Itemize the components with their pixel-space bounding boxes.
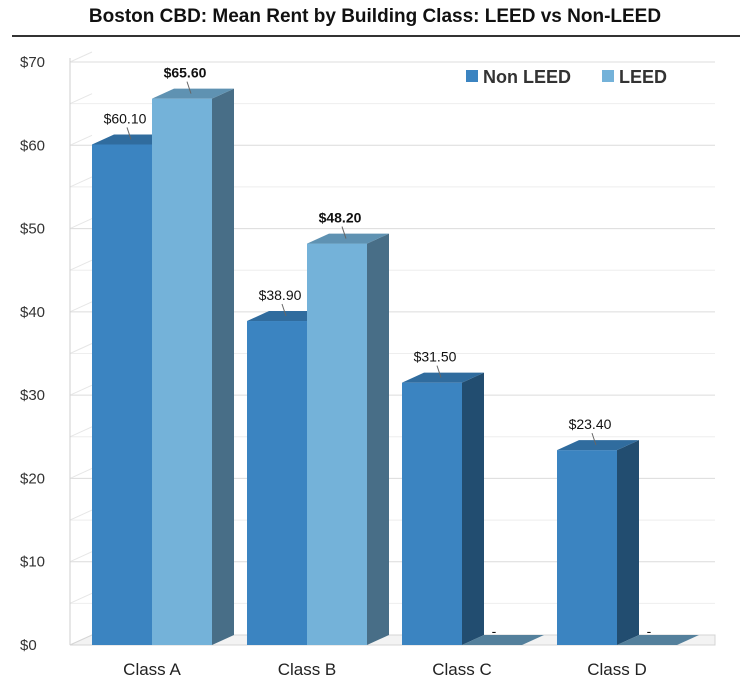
chart-title: Boston CBD: Mean Rent by Building Class:… — [88, 6, 662, 27]
bar-non-leed — [247, 321, 307, 645]
bars — [92, 88, 699, 646]
x-tick-label: Class B — [278, 660, 337, 679]
bar-non-leed — [557, 450, 617, 645]
label-leader — [126, 127, 132, 140]
gridline-depth — [69, 426, 93, 438]
bar-side — [212, 88, 234, 646]
bar-side — [462, 372, 484, 645]
legend-swatch — [602, 70, 614, 82]
y-tick-label: $70 — [20, 54, 45, 71]
label-leader — [591, 432, 597, 446]
label-leader — [186, 81, 192, 94]
legend: Non LEED LEED — [466, 67, 667, 87]
y-axis: $0 $10 $20 $30 $40 $50 $60 $70 — [20, 54, 716, 654]
data-label: - — [647, 623, 652, 639]
bar-leed — [307, 243, 367, 645]
gridline-depth — [69, 218, 93, 230]
gridline-depth — [69, 509, 93, 521]
legend-swatch — [466, 70, 478, 82]
bar-zero — [462, 635, 544, 645]
y-tick-label: $0 — [20, 637, 37, 654]
x-tick-label: Class A — [123, 660, 181, 679]
data-label: $48.20 — [319, 210, 362, 226]
data-label: $23.40 — [569, 416, 612, 432]
bar-leed — [152, 98, 212, 646]
data-labels: $60.10 $65.60 $38.90 $48.20 $31.50 - $23.40 - — [104, 65, 652, 639]
gridline-depth — [69, 551, 93, 563]
bar-zero — [617, 635, 699, 645]
data-label: $38.90 — [259, 287, 302, 303]
y-tick-label: $30 — [20, 387, 45, 404]
gridline-depth — [69, 93, 93, 105]
bar-top — [152, 88, 234, 99]
y-tick-label: $20 — [20, 470, 45, 487]
label-leader — [281, 303, 287, 317]
gridline-depth — [69, 259, 93, 271]
data-label: $31.50 — [414, 349, 457, 365]
bar-top — [557, 440, 639, 451]
legend-label: LEED — [619, 67, 667, 87]
data-label: $65.60 — [164, 65, 207, 81]
label-leader — [341, 226, 347, 239]
x-tick-label: Class D — [587, 660, 647, 679]
bar-top — [402, 372, 484, 383]
y-tick-label: $50 — [20, 221, 45, 238]
title-rule — [12, 35, 740, 37]
gridline-depth — [69, 301, 93, 313]
x-axis: Class A Class B Class C Class D — [123, 660, 647, 679]
y-tick-label: $60 — [20, 137, 45, 154]
data-label: $60.10 — [104, 110, 147, 126]
gridline-depth — [69, 343, 93, 354]
bar-non-leed — [402, 382, 462, 645]
y-tick-label: $40 — [20, 304, 45, 321]
bar-side — [617, 440, 639, 645]
label-leader — [436, 365, 442, 378]
bar-non-leed — [92, 144, 152, 645]
legend-label: Non LEED — [483, 67, 571, 87]
gridline-depth — [69, 384, 93, 396]
gridline-depth — [69, 592, 93, 604]
gridline-depth — [69, 134, 93, 146]
bar-side — [367, 233, 389, 645]
gridline-depth — [69, 51, 93, 63]
x-tick-label: Class C — [432, 660, 492, 679]
bar-top — [307, 233, 389, 244]
gridline-depth — [69, 467, 93, 479]
gridline-depth — [69, 176, 93, 188]
y-tick-label: $10 — [20, 554, 45, 571]
data-label: - — [492, 623, 497, 639]
